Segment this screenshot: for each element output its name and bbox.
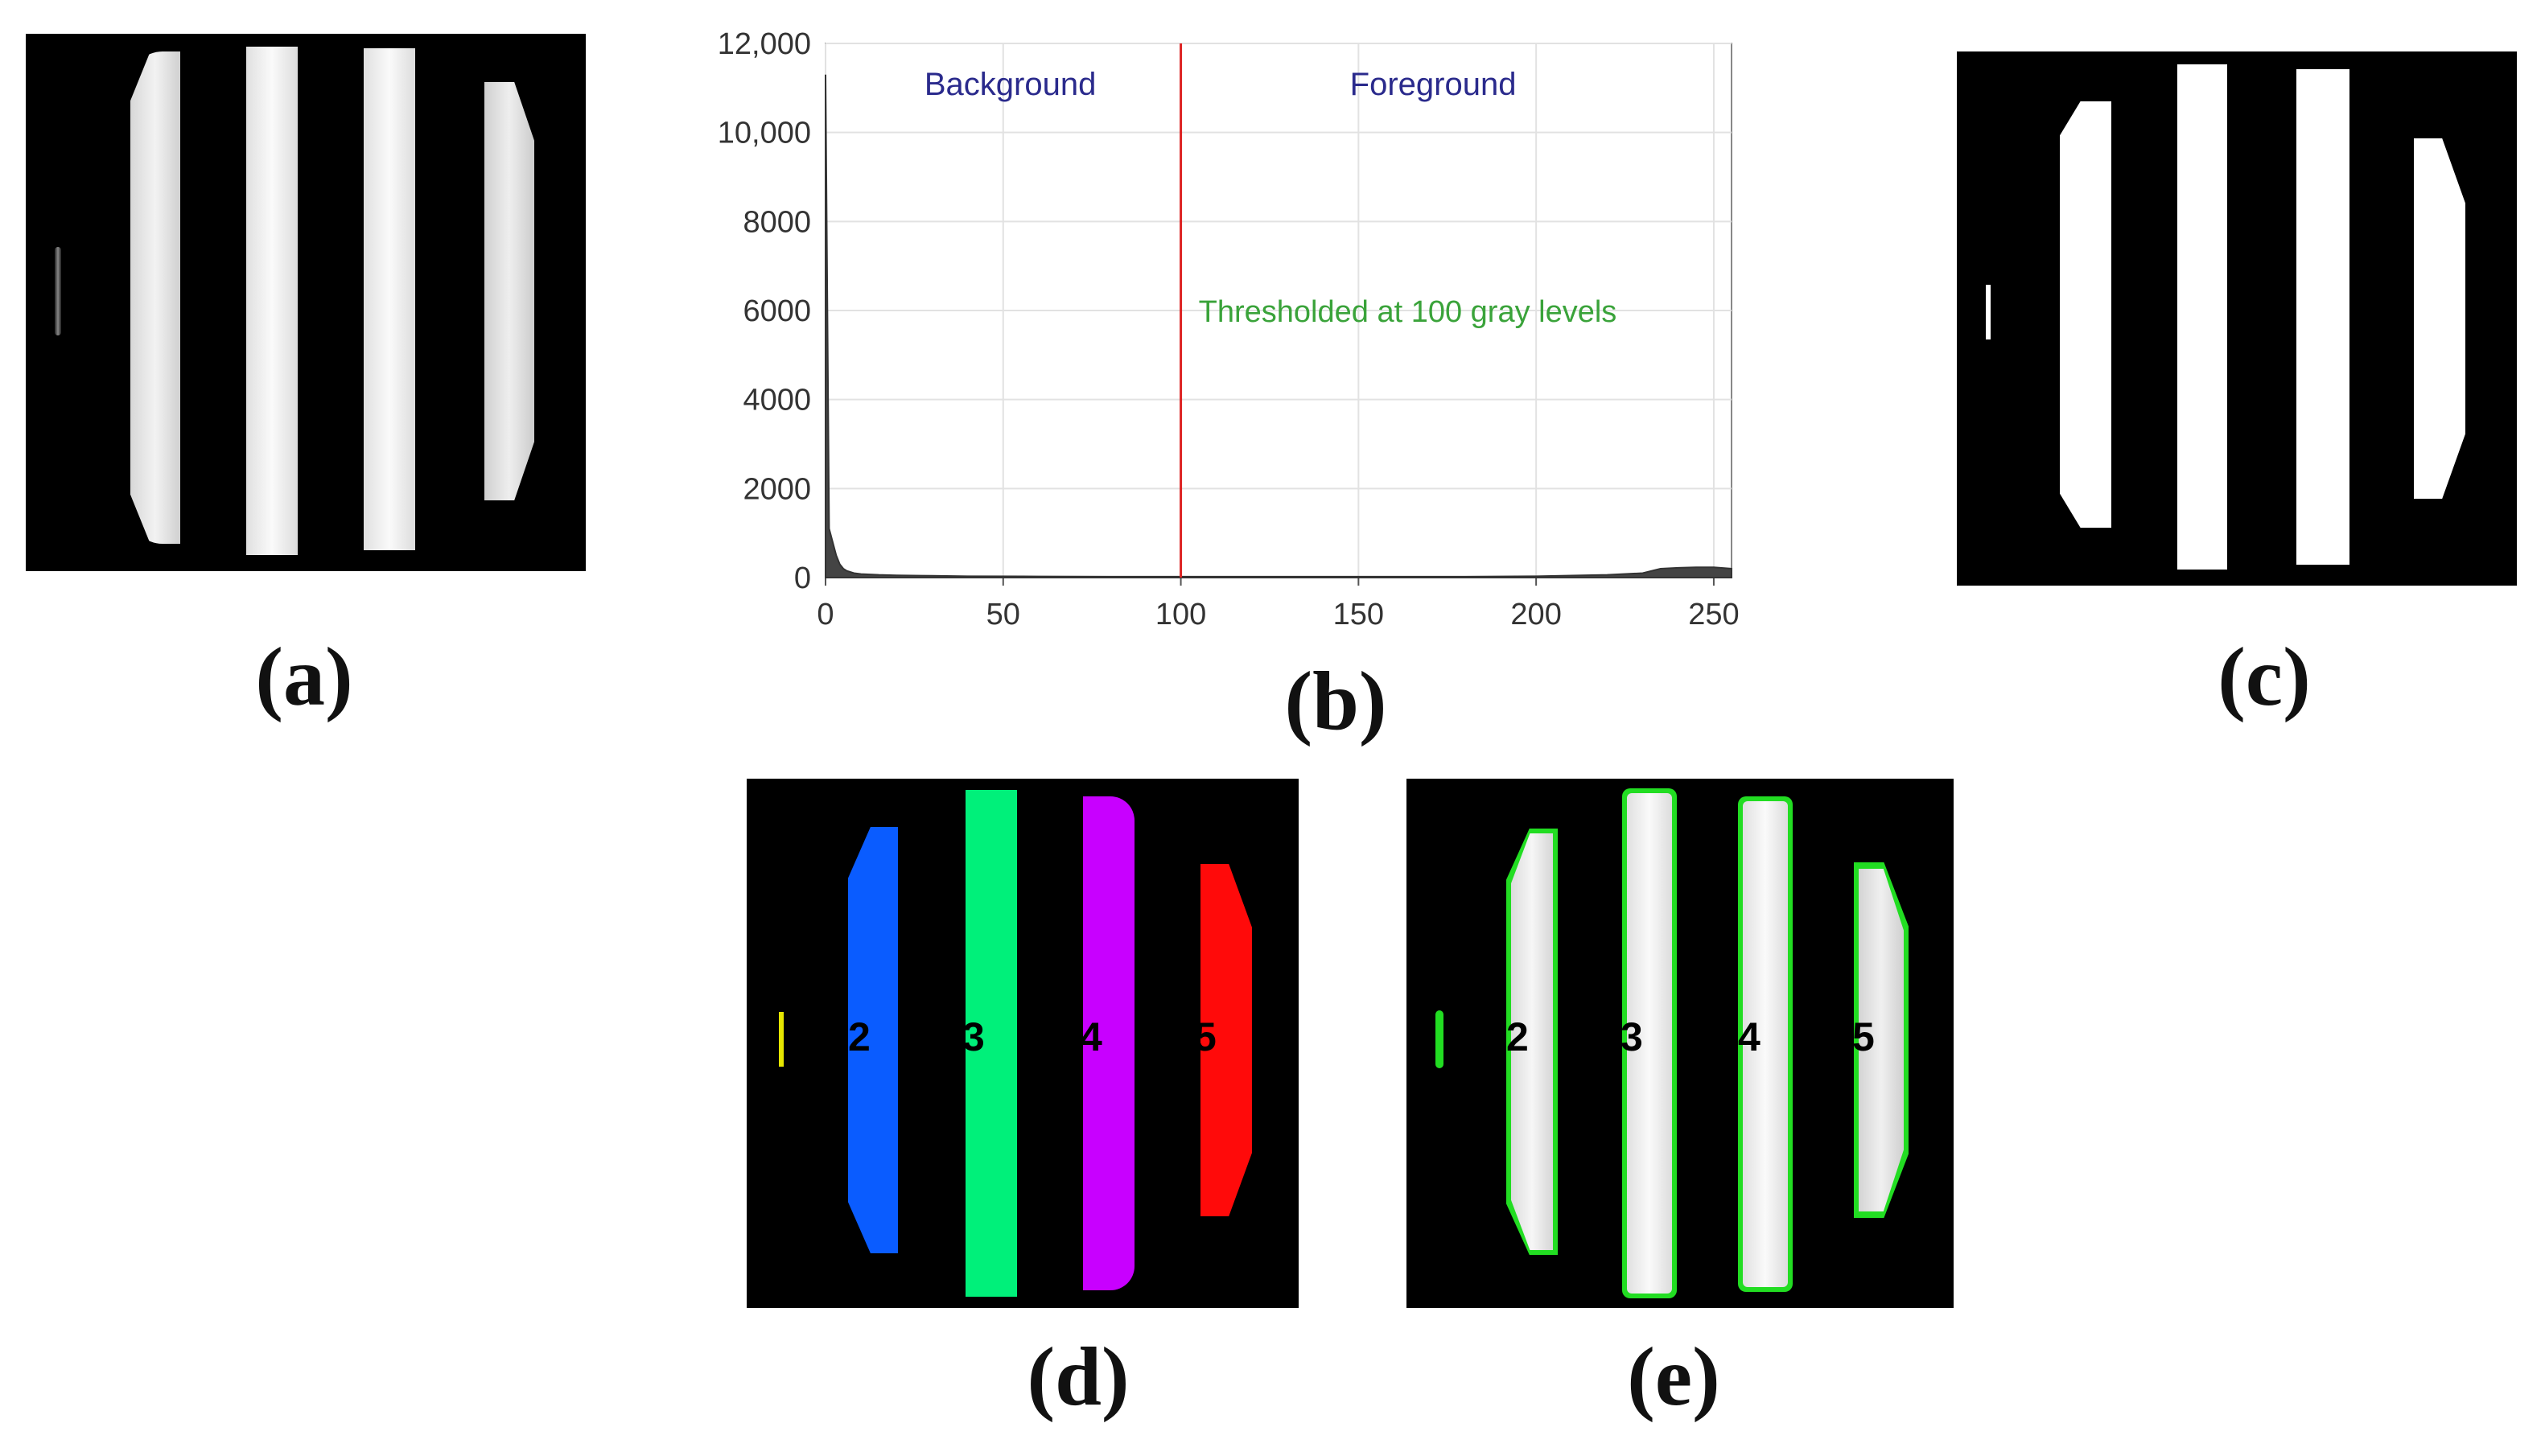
region-2-stripe bbox=[848, 827, 898, 1253]
y-tick-label: 12,000 bbox=[718, 27, 811, 61]
bright-stripe-3 bbox=[364, 48, 415, 550]
labeled-regions-panel: 2 3 4 5 bbox=[747, 779, 1299, 1308]
caption-c: (c) bbox=[2218, 631, 2311, 723]
x-tick-label: 150 bbox=[1333, 598, 1384, 631]
y-tick-label: 10,000 bbox=[718, 117, 811, 150]
histogram-series bbox=[825, 74, 1732, 578]
x-tick-label: 200 bbox=[1510, 598, 1561, 631]
region-label-5: 5 bbox=[1194, 1014, 1217, 1059]
outline-region-3 bbox=[1622, 788, 1677, 1298]
caption-e: (e) bbox=[1627, 1331, 1720, 1423]
input-image-panel bbox=[26, 34, 586, 571]
region-1-mark bbox=[779, 1012, 784, 1067]
outline-label-5: 5 bbox=[1852, 1014, 1875, 1059]
binary-stripe-2 bbox=[2177, 64, 2227, 570]
small-binary-mark bbox=[1986, 285, 1991, 339]
y-tick-label: 6000 bbox=[743, 294, 811, 328]
outline-region-1 bbox=[1435, 1010, 1443, 1068]
caption-d: (d) bbox=[1027, 1331, 1130, 1423]
outline-region-5 bbox=[1854, 862, 1909, 1218]
region-label-2: 2 bbox=[848, 1014, 871, 1059]
binary-stripe-1 bbox=[2060, 101, 2111, 528]
binary-stripe-4 bbox=[2414, 138, 2465, 499]
region-4-stripe bbox=[1083, 796, 1135, 1290]
outline-label-4: 4 bbox=[1738, 1014, 1760, 1059]
background-label: Background bbox=[925, 67, 1096, 102]
region-3-stripe bbox=[966, 790, 1017, 1297]
outline-region-4 bbox=[1738, 796, 1793, 1292]
y-tick-label: 4000 bbox=[743, 384, 811, 417]
x-tick-label: 50 bbox=[986, 598, 1020, 631]
region-label-4: 4 bbox=[1080, 1014, 1102, 1059]
region-label-3: 3 bbox=[962, 1014, 985, 1059]
binary-image-panel bbox=[1957, 51, 2517, 586]
bright-stripe-4 bbox=[484, 82, 534, 500]
threshold-annotation: Thresholded at 100 gray levels bbox=[1199, 295, 1617, 329]
outline-region-2 bbox=[1506, 829, 1558, 1255]
x-tick-label: 100 bbox=[1155, 598, 1206, 631]
caption-b: (b) bbox=[1284, 655, 1387, 747]
x-tick-label: 250 bbox=[1688, 598, 1739, 631]
outline-label-3: 3 bbox=[1620, 1014, 1643, 1059]
caption-a: (a) bbox=[255, 631, 353, 723]
bright-stripe-2 bbox=[246, 47, 298, 555]
binary-stripe-3 bbox=[2296, 69, 2349, 565]
y-tick-label: 0 bbox=[794, 561, 811, 595]
x-tick-label: 0 bbox=[817, 598, 834, 631]
outline-label-2: 2 bbox=[1506, 1014, 1529, 1059]
faint-edge-mark bbox=[55, 247, 61, 335]
region-5-stripe bbox=[1200, 864, 1252, 1216]
histogram-svg: 0 2000 4000 6000 8000 10,000 12,000 0 50 100 150 20… bbox=[718, 27, 1740, 631]
outlined-regions-panel: 2 3 4 5 bbox=[1406, 779, 1954, 1308]
foreground-label: Foreground bbox=[1350, 67, 1517, 102]
y-tick-label: 8000 bbox=[743, 205, 811, 239]
histogram-chart: 0 2000 4000 6000 8000 10,000 12,000 0 50 100 150 20… bbox=[676, 16, 1883, 644]
y-tick-label: 2000 bbox=[743, 472, 811, 506]
bright-stripe-1 bbox=[130, 51, 180, 544]
